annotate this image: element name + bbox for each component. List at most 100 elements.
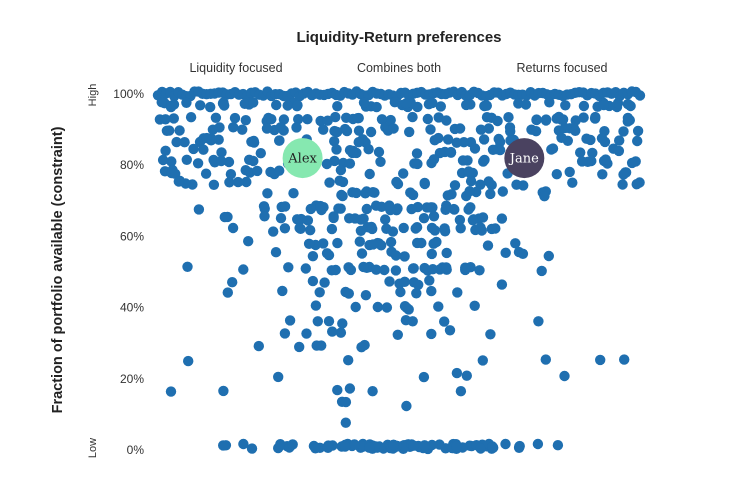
data-point bbox=[240, 115, 251, 126]
y-axis-ticks: 0% 20% 40% 60% 80% 100% bbox=[113, 87, 144, 457]
section-label-liquidity: Liquidity focused bbox=[189, 61, 282, 75]
data-point bbox=[295, 223, 306, 234]
data-point bbox=[475, 124, 487, 135]
data-point bbox=[487, 144, 499, 155]
data-point bbox=[536, 265, 547, 277]
data-point bbox=[587, 147, 598, 159]
data-point bbox=[407, 316, 418, 327]
data-point bbox=[353, 137, 364, 148]
section-label-combines: Combines both bbox=[357, 61, 441, 75]
data-point bbox=[193, 204, 205, 215]
data-point bbox=[622, 98, 634, 110]
data-point bbox=[229, 112, 241, 124]
data-point bbox=[632, 125, 644, 137]
data-point bbox=[222, 287, 233, 298]
data-point bbox=[434, 439, 445, 450]
data-point bbox=[293, 114, 304, 125]
data-point bbox=[253, 340, 264, 352]
data-point bbox=[331, 144, 342, 155]
y-tick-label: 100% bbox=[113, 87, 144, 101]
data-point bbox=[188, 143, 199, 155]
data-point bbox=[376, 240, 387, 251]
data-point bbox=[379, 264, 390, 276]
data-point bbox=[585, 134, 596, 146]
data-point bbox=[273, 371, 284, 383]
data-point bbox=[160, 145, 171, 156]
data-point bbox=[284, 315, 296, 326]
data-point bbox=[302, 114, 313, 125]
data-point bbox=[439, 226, 451, 237]
data-point bbox=[426, 285, 437, 297]
data-point bbox=[201, 132, 212, 144]
data-point bbox=[174, 125, 185, 136]
data-point bbox=[363, 144, 374, 155]
data-point bbox=[332, 384, 343, 396]
data-point bbox=[316, 340, 327, 351]
data-point bbox=[356, 248, 368, 259]
data-point bbox=[619, 354, 630, 365]
highlighted-points: Alex Jane bbox=[282, 138, 545, 179]
data-point bbox=[455, 223, 466, 234]
data-point bbox=[343, 288, 354, 299]
data-point bbox=[449, 123, 461, 135]
data-point bbox=[451, 367, 463, 379]
data-point bbox=[408, 263, 419, 274]
data-point bbox=[485, 329, 496, 340]
data-point bbox=[279, 223, 291, 234]
data-point bbox=[408, 440, 419, 451]
data-point bbox=[442, 190, 453, 201]
data-point bbox=[570, 125, 581, 136]
data-point bbox=[292, 214, 303, 225]
data-point bbox=[168, 113, 179, 124]
data-point bbox=[461, 370, 472, 381]
data-point bbox=[332, 237, 343, 249]
data-point bbox=[314, 287, 325, 298]
data-point bbox=[343, 355, 354, 366]
data-point bbox=[358, 261, 369, 273]
data-point bbox=[388, 123, 399, 134]
data-point bbox=[160, 114, 171, 125]
data-point bbox=[354, 236, 365, 247]
data-point bbox=[511, 179, 522, 190]
data-point bbox=[327, 326, 338, 337]
data-point bbox=[349, 439, 360, 450]
data-point bbox=[367, 187, 379, 198]
data-point bbox=[332, 101, 343, 112]
data-point bbox=[307, 275, 319, 287]
data-point bbox=[241, 176, 252, 188]
data-point bbox=[451, 137, 462, 148]
data-point bbox=[301, 328, 312, 339]
data-point bbox=[510, 238, 521, 249]
data-point bbox=[497, 186, 508, 197]
data-point bbox=[205, 101, 216, 113]
data-point bbox=[223, 156, 235, 168]
data-point bbox=[540, 114, 552, 125]
highlight-label: Jane bbox=[508, 152, 539, 167]
data-point bbox=[631, 179, 642, 190]
data-point bbox=[401, 302, 412, 313]
data-point bbox=[329, 136, 340, 147]
data-point bbox=[228, 122, 239, 133]
data-point bbox=[455, 386, 467, 397]
data-point bbox=[227, 222, 239, 234]
data-point bbox=[262, 188, 273, 199]
data-point bbox=[351, 187, 362, 199]
data-point bbox=[439, 316, 450, 327]
data-point bbox=[475, 443, 486, 454]
data-point bbox=[401, 400, 412, 412]
data-point bbox=[530, 126, 542, 137]
data-point bbox=[399, 251, 410, 262]
data-point bbox=[198, 144, 209, 155]
data-point bbox=[384, 200, 395, 211]
data-point bbox=[232, 176, 244, 188]
data-point bbox=[279, 328, 291, 339]
data-point bbox=[600, 154, 611, 165]
data-point bbox=[182, 261, 193, 272]
data-point bbox=[422, 113, 433, 125]
data-point bbox=[310, 443, 321, 454]
data-point bbox=[482, 240, 494, 251]
data-point bbox=[464, 186, 475, 197]
data-point bbox=[405, 187, 416, 198]
data-point bbox=[300, 263, 311, 274]
